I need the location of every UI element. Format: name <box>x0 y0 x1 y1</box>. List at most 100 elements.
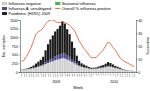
bar <box>76 55 78 56</box>
tick-mark <box>88 72 89 74</box>
tick-mark <box>136 46 138 47</box>
tick-mark <box>117 72 118 74</box>
bar <box>129 70 131 71</box>
bar <box>78 61 80 66</box>
bar <box>44 50 46 51</box>
bar <box>25 69 27 70</box>
legend-swatch <box>2 7 7 10</box>
bar <box>83 65 85 67</box>
bar <box>119 68 121 69</box>
bar <box>81 67 83 72</box>
bar <box>105 67 107 72</box>
bar <box>119 69 121 72</box>
bar <box>49 39 51 40</box>
bar <box>88 66 90 67</box>
legend-swatch <box>2 2 7 5</box>
tick-mark <box>112 72 113 74</box>
bar <box>61 58 63 72</box>
bar <box>126 70 128 71</box>
tick-mark <box>31 72 32 74</box>
line <box>22 20 135 67</box>
bar <box>126 70 128 71</box>
bar <box>64 58 66 72</box>
bar <box>40 60 42 66</box>
tick-label: 40 <box>138 19 142 23</box>
tick-mark <box>136 59 138 60</box>
tick-mark <box>136 33 138 34</box>
axis-line <box>19 21 21 73</box>
tick: 10 <box>136 58 142 62</box>
tick-mark <box>38 72 39 74</box>
bar <box>42 57 44 65</box>
tick-mark <box>57 72 58 74</box>
bar <box>32 66 34 68</box>
bar <box>59 25 61 26</box>
bar <box>81 63 83 66</box>
bar <box>124 70 126 71</box>
bar <box>20 69 22 70</box>
bar <box>88 69 90 72</box>
tick-mark <box>134 72 135 74</box>
bar <box>32 65 34 66</box>
bar <box>109 62 111 63</box>
tick-mark <box>132 72 133 74</box>
tick: 1000 <box>10 36 20 40</box>
bar <box>88 68 90 69</box>
bar <box>133 71 135 72</box>
tick-mark <box>108 72 109 74</box>
bar <box>117 66 119 67</box>
bar <box>49 62 51 72</box>
bar <box>93 67 95 68</box>
bar <box>100 68 102 72</box>
marks <box>20 20 135 72</box>
bar <box>117 67 119 68</box>
bar <box>107 62 109 63</box>
legend-item: Overall % influenza positive <box>55 6 111 11</box>
tick-label: 0 <box>16 71 18 75</box>
tick-mark <box>67 72 68 74</box>
legend: Influenza negativeInfluenza A, unsubtype… <box>2 1 112 16</box>
tick-mark <box>127 72 128 74</box>
bar <box>121 68 123 70</box>
axis: 010203040 <box>136 19 142 75</box>
annotation: 2009 <box>52 80 60 84</box>
tick-mark <box>86 72 87 74</box>
tick-mark <box>64 72 65 74</box>
tick-mark <box>35 72 36 74</box>
tick-label: 30 <box>138 32 142 36</box>
bar <box>97 68 99 69</box>
tick-mark <box>122 72 123 74</box>
bar <box>133 71 135 72</box>
tick-mark <box>19 37 21 38</box>
bar <box>97 67 99 68</box>
bar <box>97 66 99 67</box>
bar <box>93 69 95 72</box>
bar <box>64 24 66 54</box>
bar <box>73 61 75 63</box>
bar <box>47 44 49 61</box>
axis-line <box>21 72 137 73</box>
tick: 40 <box>136 19 142 23</box>
tick-mark <box>93 72 94 74</box>
tick-label: 20 <box>138 45 142 49</box>
bar <box>129 71 131 72</box>
bar <box>90 67 92 68</box>
bar <box>131 70 133 71</box>
tick-mark <box>47 72 48 74</box>
tick-mark <box>69 72 70 74</box>
bar <box>112 64 114 66</box>
bar <box>66 29 68 30</box>
tick-mark <box>52 72 53 74</box>
tick: 1250 <box>10 27 20 31</box>
bar <box>121 68 123 69</box>
tick-mark <box>19 55 21 56</box>
bar <box>102 64 104 65</box>
bar <box>35 67 37 72</box>
bar <box>126 70 128 71</box>
tick-mark <box>43 72 44 74</box>
bar <box>69 34 71 57</box>
legend-label: Pandemic (H1N1) 2009 <box>9 11 52 16</box>
bar <box>61 22 63 53</box>
tick: 0 <box>16 71 20 75</box>
tick-mark <box>33 72 34 74</box>
